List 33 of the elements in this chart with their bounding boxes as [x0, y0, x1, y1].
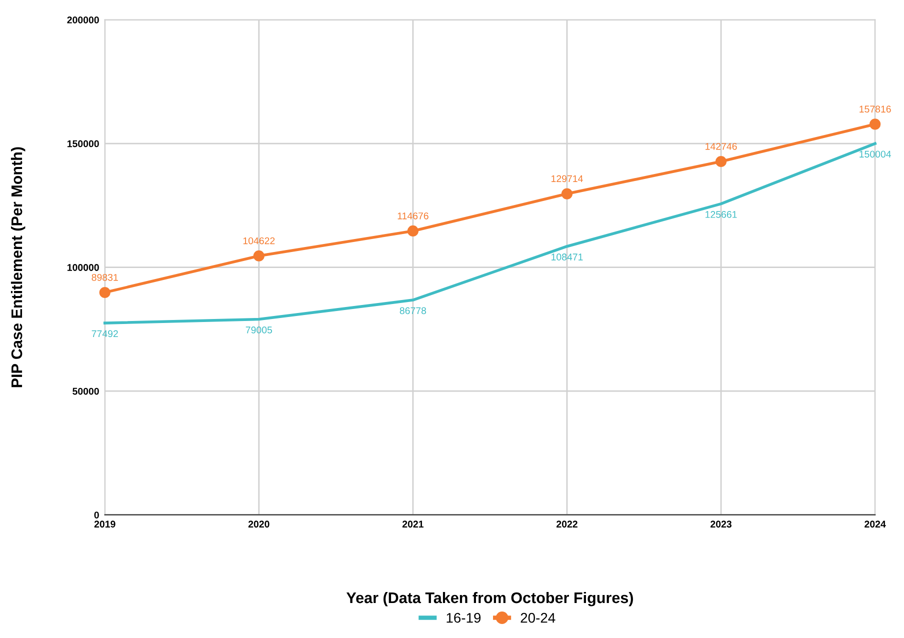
y-axis-title: PIP Case Entitlement (Per Month): [10, 147, 26, 388]
data-label: 108471: [552, 254, 583, 260]
y-tick-label: 200000: [67, 16, 99, 24]
point: [870, 118, 881, 130]
data-label: 142746: [706, 142, 737, 150]
x-tick-label: 2023: [710, 520, 732, 528]
y-tick-label: 150000: [67, 140, 99, 148]
data-label: 89831: [92, 274, 118, 281]
x-tick-label: 2020: [248, 520, 270, 528]
x-tick-label: 2024: [864, 520, 886, 528]
x-tick-label: 2021: [402, 520, 424, 528]
data-label: 129714: [552, 175, 583, 182]
point: [99, 286, 110, 298]
data-label: 79005: [246, 326, 272, 334]
data-label: 86778: [400, 307, 426, 314]
y-tick-label: 100000: [67, 264, 99, 271]
data-label: 114676: [398, 212, 428, 220]
point: [253, 250, 264, 262]
point: [561, 188, 573, 200]
legend-label: 16-19: [446, 612, 481, 623]
data-label: 104622: [243, 237, 275, 244]
data-label: 77492: [92, 330, 118, 338]
y-tick-label: 50000: [72, 388, 99, 395]
data-label: 125661: [706, 211, 737, 218]
data-label: 150004: [860, 150, 892, 158]
data-label: 157816: [860, 106, 891, 113]
y-tick-label: 0: [94, 512, 99, 518]
x-tick-label: 2019: [94, 520, 116, 528]
legend-label: 20-24: [520, 612, 556, 623]
x-tick-label: 2022: [556, 520, 578, 528]
x-axis-title: Year (Data Taken from October Figures): [346, 592, 633, 606]
point: [407, 225, 419, 237]
point: [715, 156, 727, 168]
